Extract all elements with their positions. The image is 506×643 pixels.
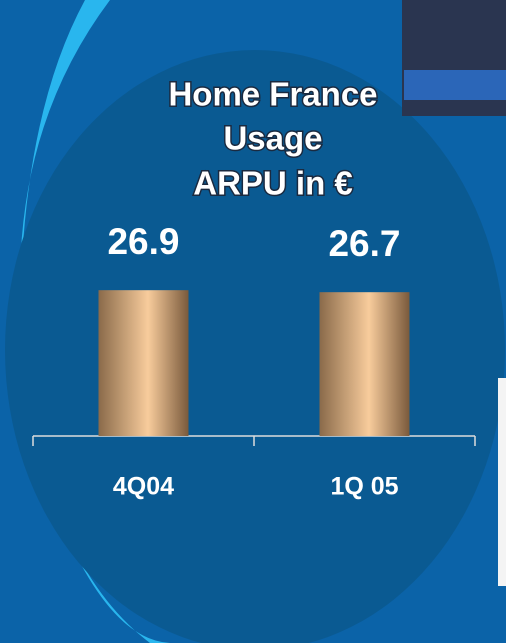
value-label: 26.9 bbox=[107, 221, 179, 262]
chart: Home France Usage ARPU in € 26.9 4Q04 26.7… bbox=[0, 0, 506, 643]
photo-band bbox=[404, 70, 506, 100]
bar bbox=[320, 292, 410, 436]
chart-title: Usage bbox=[223, 120, 322, 157]
x-tick-label: 4Q04 bbox=[113, 473, 174, 501]
chart-title: ARPU in € bbox=[193, 165, 353, 202]
chart-title: Home France bbox=[168, 76, 377, 113]
side-panel bbox=[498, 378, 506, 586]
value-label: 26.7 bbox=[328, 223, 400, 264]
x-tick-label: 1Q 05 bbox=[330, 473, 398, 501]
bar bbox=[99, 290, 189, 436]
